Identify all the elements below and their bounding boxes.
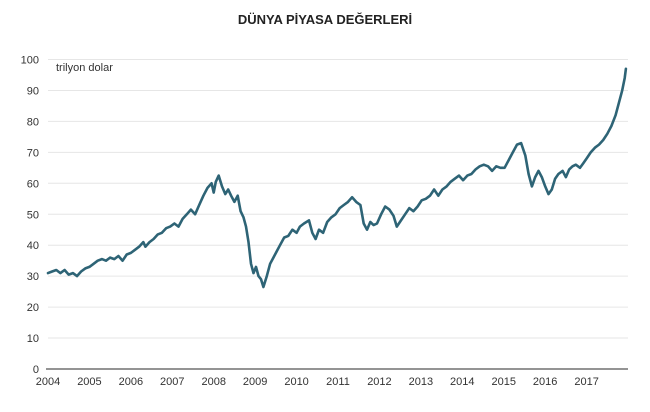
chart-title: DÜNYA PİYASA DEĞERLERİ [238,12,412,27]
x-tick-label: 2016 [533,376,557,388]
x-axis: 2004 2005 2006 2007 2008 2009 2010 2011 2012 2013… [36,376,599,388]
y-tick-label: 90 [27,85,39,97]
grid-layer [46,59,628,370]
y-tick-label: 10 [27,333,39,345]
x-tick-label: 2008 [201,376,225,388]
series-line-0 [46,67,628,289]
y-tick-label: 80 [27,116,39,128]
y-tick-label: 50 [27,209,39,221]
x-tick-label: 2012 [367,376,391,388]
x-tick-label: 2015 [491,376,515,388]
x-tick-label: 2010 [284,376,308,388]
x-tick-label: 2009 [243,376,267,388]
x-tick-label: 2005 [77,376,101,388]
y-tick-label: 40 [27,240,39,252]
y-tick-label: 100 [21,55,39,67]
x-tick-label: 2013 [409,376,433,388]
x-tick-label: 2007 [160,376,184,388]
y-axis: 0 10 20 30 40 50 60 70 80 90 100 [21,55,39,377]
y-tick-label: 0 [33,364,39,376]
x-tick-label: 2004 [36,376,60,388]
y-tick-label: 60 [27,178,39,190]
series-layer [46,67,628,289]
y-tick-label: 70 [27,147,39,159]
y-tick-label: 20 [27,302,39,314]
unit-label: trilyon dolar [56,62,113,74]
x-tick-label: 2011 [326,376,350,388]
x-tick-label: 2014 [450,376,474,388]
x-tick-label: 2006 [119,376,143,388]
x-tick-label: 2017 [574,376,598,388]
y-tick-label: 30 [27,271,39,283]
